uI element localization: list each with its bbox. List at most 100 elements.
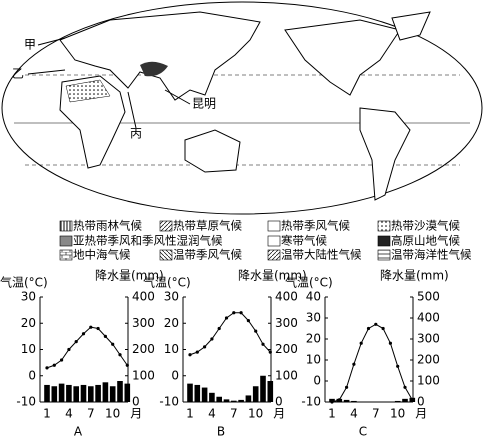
temperature-point bbox=[261, 342, 265, 346]
legend-label: 寒带气候 bbox=[281, 234, 327, 248]
x-tick-label: 1 bbox=[43, 407, 51, 421]
precipitation-bar bbox=[223, 399, 230, 402]
legend-label: 亚热带季风和季风性湿润气候 bbox=[73, 234, 223, 248]
temperature-point bbox=[195, 350, 199, 354]
y-tick-label: 30 bbox=[306, 311, 321, 325]
y2-axis-title: 降水量(mm) bbox=[380, 269, 449, 283]
y2-tick-label: 200 bbox=[417, 353, 440, 367]
y2-tick-label: 400 bbox=[275, 290, 298, 304]
y-axis-title: 气温(°C) bbox=[143, 275, 191, 290]
precipitation-bar bbox=[252, 386, 259, 402]
legend-label: 热带草原气候 bbox=[173, 219, 242, 233]
legend-swatch bbox=[377, 235, 391, 247]
temperature-point bbox=[366, 326, 371, 331]
temperature-point bbox=[224, 316, 229, 320]
temperature-point bbox=[396, 364, 400, 368]
y2-tick-label: 100 bbox=[132, 368, 155, 382]
precipitation-bar bbox=[187, 383, 193, 402]
precipitation-bar bbox=[201, 387, 208, 402]
temperature-point bbox=[67, 347, 71, 352]
temperature-point bbox=[103, 334, 107, 338]
precipitation-bar bbox=[209, 392, 215, 402]
pointer bbox=[27, 69, 66, 75]
temperature-line bbox=[331, 323, 413, 403]
legend-swatch bbox=[267, 220, 281, 232]
precipitation-bar bbox=[66, 384, 72, 402]
y-tick-label: 20 bbox=[164, 316, 179, 330]
x-tick-label: 4 bbox=[350, 407, 358, 421]
precipitation-bar bbox=[44, 384, 50, 402]
temperature-point bbox=[246, 319, 250, 323]
legend-swatch bbox=[377, 249, 391, 261]
y2-tick-label: 400 bbox=[132, 290, 155, 304]
precipitation-bar bbox=[402, 398, 408, 402]
y2-tick-label: 500 bbox=[417, 290, 440, 304]
legend-label: 地中海气候 bbox=[73, 248, 131, 262]
temperature-point bbox=[203, 345, 207, 349]
legend-label: 热带季风气候 bbox=[281, 219, 350, 233]
legend-label: 温带海洋性气候 bbox=[391, 248, 472, 262]
south-america bbox=[359, 107, 411, 201]
temperature-point bbox=[118, 353, 122, 357]
map-label: 丙 bbox=[130, 127, 142, 141]
precipitation-bar bbox=[73, 386, 79, 402]
y2-tick-label: 100 bbox=[417, 374, 440, 388]
y2-tick-label: 100 bbox=[275, 368, 298, 382]
map-label: 昆明 bbox=[192, 97, 216, 111]
precipitation-bar bbox=[109, 386, 116, 402]
temperature-point bbox=[268, 350, 272, 354]
precipitation-bar bbox=[216, 396, 222, 402]
temperature-point bbox=[125, 363, 129, 367]
precipitation-bar bbox=[51, 386, 58, 402]
temperature-point bbox=[81, 332, 86, 336]
temperature-point bbox=[89, 325, 93, 329]
temperature-point bbox=[111, 342, 115, 346]
y2-tick-label: 300 bbox=[275, 316, 298, 330]
temperature-point bbox=[45, 366, 49, 370]
precipitation-bar bbox=[394, 400, 401, 402]
chart-letter: C bbox=[359, 425, 367, 438]
x-unit: 月 bbox=[130, 407, 142, 421]
temperature-point bbox=[388, 341, 392, 345]
x-tick-label: 10 bbox=[390, 407, 405, 421]
temperature-point bbox=[188, 353, 192, 357]
temperature-point bbox=[330, 400, 334, 404]
legend-label: 温带大陆性气候 bbox=[281, 248, 362, 262]
legend-swatch bbox=[159, 220, 173, 232]
y-tick-label: 0 bbox=[171, 368, 179, 382]
temperature-point bbox=[232, 311, 236, 315]
temperature-point bbox=[52, 363, 56, 367]
y2-tick-label: 300 bbox=[417, 332, 440, 346]
x-tick-label: 4 bbox=[208, 407, 216, 421]
precipitation-bar bbox=[80, 384, 87, 402]
y-tick-label: -10 bbox=[159, 395, 179, 409]
x-tick-label: 10 bbox=[248, 407, 263, 421]
precipitation-bar bbox=[245, 395, 252, 402]
temperature-line bbox=[189, 312, 271, 356]
y-tick-label: 20 bbox=[21, 316, 36, 330]
map-label: 乙 bbox=[12, 67, 24, 81]
x-tick-label: 10 bbox=[105, 407, 120, 421]
chart-letter: B bbox=[217, 425, 225, 438]
y2-tick-label: 0 bbox=[132, 395, 140, 409]
legend-swatch bbox=[159, 249, 173, 261]
pointer bbox=[164, 89, 191, 105]
y-tick-label: 40 bbox=[306, 290, 321, 304]
map-label: 甲 bbox=[24, 38, 36, 52]
y-tick-label: 20 bbox=[306, 332, 321, 346]
y2-tick-label: 0 bbox=[275, 395, 283, 409]
y-tick-label: 10 bbox=[164, 342, 179, 356]
y-tick-label: -10 bbox=[301, 395, 321, 409]
eurasia bbox=[59, 11, 261, 101]
temperature-point bbox=[337, 398, 341, 402]
temperature-point bbox=[403, 385, 407, 389]
legend-label: 热带雨林气候 bbox=[73, 219, 142, 233]
y-tick-label: 10 bbox=[306, 353, 321, 367]
temperature-point bbox=[217, 326, 221, 331]
greenland bbox=[391, 11, 431, 41]
y2-tick-label: 200 bbox=[132, 342, 155, 356]
temperature-point bbox=[410, 398, 414, 402]
chart-letter: A bbox=[74, 425, 83, 438]
world-map: 甲 乙 丙 昆明 bbox=[1, 1, 483, 215]
legend-label: 热带沙漠气候 bbox=[391, 219, 460, 233]
